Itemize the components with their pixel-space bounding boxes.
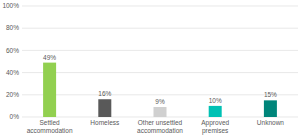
data-label: 10% <box>209 97 222 104</box>
data-label: 49% <box>43 54 56 61</box>
data-label: 9% <box>155 98 165 105</box>
grid-line <box>22 28 298 29</box>
x-tick-label: Approvedpremises <box>201 119 229 135</box>
x-tick-label: Settledaccommodation <box>27 119 73 134</box>
x-tick-label: Unknown <box>257 119 284 126</box>
y-tick-label: 80% <box>6 24 19 31</box>
x-tick-label: Other unsettledaccommodation <box>137 119 183 134</box>
bar <box>154 107 167 117</box>
bars <box>43 63 277 117</box>
grid-line <box>22 6 298 7</box>
data-label: 16% <box>98 90 111 97</box>
bar <box>209 106 222 117</box>
y-tick-label: 20% <box>6 91 19 98</box>
y-tick-label: 0% <box>10 113 20 120</box>
y-tick-label: 40% <box>6 69 19 76</box>
x-tick-label: Homeless <box>90 119 120 126</box>
grid-line <box>22 94 298 95</box>
y-tick-label: 60% <box>6 47 19 54</box>
bar <box>264 100 277 117</box>
data-label: 15% <box>264 91 277 98</box>
grid-line <box>22 72 298 73</box>
chart: 0% 20% 40% 60% 80% 100% 49% Settledaccommodatio… <box>0 0 300 139</box>
bar <box>43 63 56 117</box>
y-tick-label: 100% <box>2 2 19 9</box>
grid-line <box>22 50 298 51</box>
bar <box>98 99 111 117</box>
